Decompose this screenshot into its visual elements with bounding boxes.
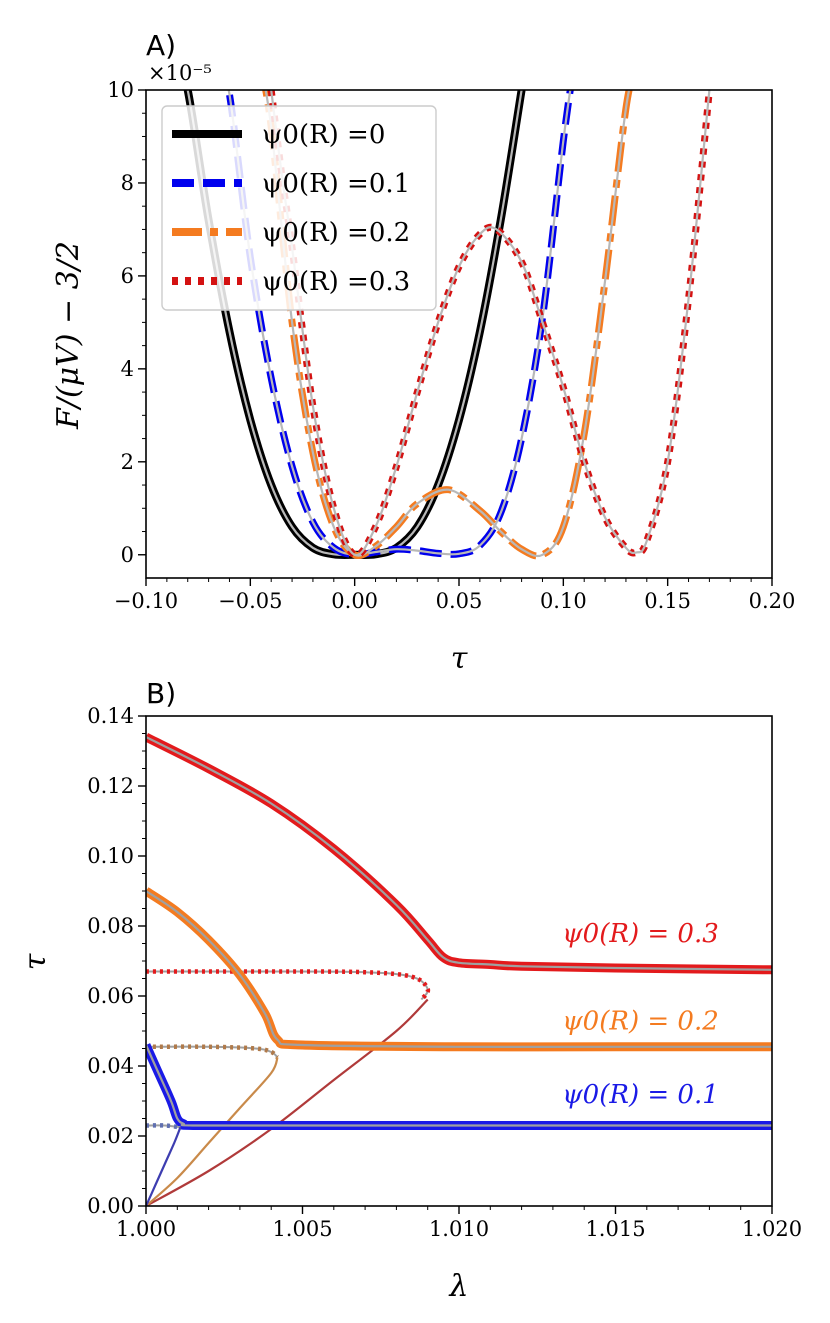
panel-a-xtick-label: 0.20 <box>749 589 796 613</box>
series-annotation: ψ0(R) = 0.1 <box>562 1080 718 1110</box>
panel-b-ytick-label: 0.08 <box>87 914 134 938</box>
series-fit-line <box>270 90 711 557</box>
panel-a-label: A) <box>146 29 176 62</box>
panel-b-xtick-label: 1.000 <box>116 1217 176 1241</box>
panel-b-ytick-label: 0.10 <box>87 844 134 868</box>
panel-b-xtick-label: 1.005 <box>272 1217 332 1241</box>
legend-entry-label: ψ0(R) =0 <box>262 120 385 150</box>
series-fit-line <box>227 90 572 557</box>
legend-frame <box>161 105 437 311</box>
series-line <box>146 1044 280 1060</box>
panel-b-ytick-label: 0.12 <box>87 774 134 798</box>
series-line <box>146 998 429 1206</box>
panel-a-ytick-label: 4 <box>121 357 134 381</box>
panel-a-ytick-label: 6 <box>121 264 134 288</box>
legend-entry-label: ψ0(R) =0.1 <box>262 169 410 199</box>
panel-b: B) 1.000 1.005 1.010 1.015 1.020 0.00 0.02 0.04… <box>18 677 802 1304</box>
panel-a: A) ×10⁻⁵ −0.10 −0.05 0.00 0.05 0.10 0.15 0.20 0… <box>51 29 795 676</box>
panel-b-axes: 1.000 1.005 1.010 1.015 1.020 0.00 0.02 0.04 0.0… <box>87 704 802 1241</box>
panel-a-axes: −0.10 −0.05 0.00 0.05 0.10 0.15 0.20 0 2 4 6 8 10 <box>107 78 795 613</box>
panel-b-xtick-label: 1.020 <box>742 1217 802 1241</box>
series-fit-line <box>146 890 772 1048</box>
panel-a-xtick-label: 0.05 <box>436 589 483 613</box>
panel-a-ylabel: F/(μV) − 3/2 <box>51 241 86 430</box>
panel-a-plot-area <box>183 90 713 560</box>
series-fit-line <box>146 970 429 1001</box>
panel-b-ytick-label: 0.06 <box>87 984 134 1008</box>
series-fit-line <box>146 1044 772 1127</box>
legend-entry-label: ψ0(R) =0.3 <box>262 267 410 297</box>
series-line <box>146 1126 182 1206</box>
panel-a-xtick-label: −0.10 <box>114 589 178 613</box>
panel-b-ytick-label: 0.02 <box>87 1124 134 1148</box>
panel-a-ytick-label: 8 <box>121 171 134 195</box>
panel-b-xtick-label: 1.010 <box>429 1217 489 1241</box>
series-line <box>146 969 431 1001</box>
panel-b-ytick-label: 0.00 <box>87 1194 134 1218</box>
panel-b-annotations: ψ0(R) = 0.3 ψ0(R) = 0.2 ψ0(R) = 0.1 <box>562 919 718 1110</box>
series-annotation: ψ0(R) = 0.3 <box>562 919 718 949</box>
series-fit-line <box>264 90 631 558</box>
panel-b-ylabel: τ <box>18 953 53 970</box>
series-fit-line <box>146 1124 181 1129</box>
panel-b-ytick-label: 0.04 <box>87 1054 134 1078</box>
legend-entry-label: ψ0(R) =0.2 <box>262 218 410 248</box>
panel-a-yscale-label: ×10⁻⁵ <box>148 61 212 85</box>
panel-b-plot-area <box>146 732 772 1206</box>
panel-a-xtick-label: −0.05 <box>218 589 282 613</box>
series-fit-line <box>146 736 772 971</box>
series-annotation: ψ0(R) = 0.2 <box>562 1006 718 1036</box>
panel-b-label: B) <box>146 677 176 710</box>
panel-a-xtick-label: 0.15 <box>644 589 691 613</box>
panel-b-xlabel: λ <box>448 1269 468 1304</box>
panel-a-ytick-label: 0 <box>121 543 134 567</box>
panel-a-ytick-label: 2 <box>121 450 134 474</box>
panel-a-xlabel: τ <box>451 641 468 676</box>
panel-a-ytick-label: 10 <box>107 78 134 102</box>
panel-b-ytick-label: 0.14 <box>87 704 134 728</box>
panel-a-xtick-label: 0.10 <box>540 589 587 613</box>
panel-b-xtick-label: 1.015 <box>585 1217 645 1241</box>
panel-a-legend: ψ0(R) =0 ψ0(R) =0.1 ψ0(R) =0.2 ψ0(R) =0.3 <box>161 105 437 311</box>
panel-a-xtick-label: 0.00 <box>331 589 378 613</box>
